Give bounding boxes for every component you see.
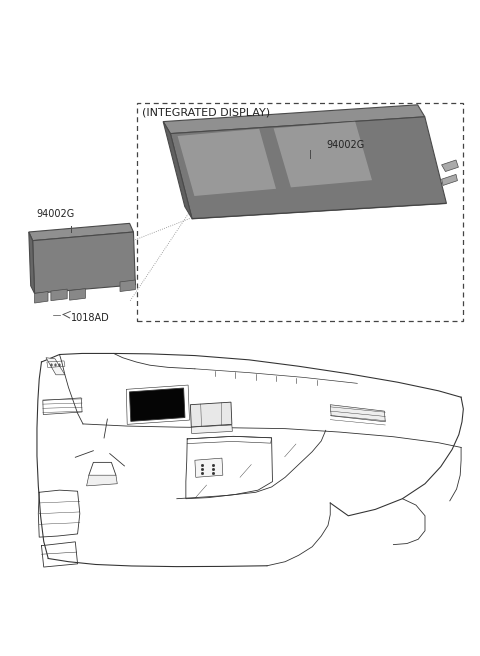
Polygon shape <box>46 358 65 375</box>
Polygon shape <box>274 121 372 188</box>
Polygon shape <box>178 129 276 196</box>
Polygon shape <box>442 160 458 171</box>
Text: (INTEGRATED DISPLAY): (INTEGRATED DISPLAY) <box>142 107 270 117</box>
Bar <box>137 104 463 321</box>
Text: 1018AD: 1018AD <box>71 313 110 323</box>
Polygon shape <box>29 223 133 241</box>
Polygon shape <box>86 475 117 486</box>
Polygon shape <box>33 232 135 293</box>
Polygon shape <box>120 280 135 291</box>
Polygon shape <box>163 105 425 134</box>
Polygon shape <box>51 289 67 300</box>
Polygon shape <box>70 289 85 300</box>
Polygon shape <box>191 425 232 434</box>
Polygon shape <box>35 291 48 303</box>
Text: 94002G: 94002G <box>326 140 365 150</box>
Polygon shape <box>191 402 232 427</box>
Polygon shape <box>170 117 446 218</box>
Polygon shape <box>130 388 185 421</box>
Polygon shape <box>442 174 457 186</box>
Polygon shape <box>163 121 192 218</box>
Text: 94002G: 94002G <box>36 209 74 218</box>
Polygon shape <box>195 458 223 478</box>
Polygon shape <box>29 232 35 293</box>
Polygon shape <box>330 405 385 422</box>
